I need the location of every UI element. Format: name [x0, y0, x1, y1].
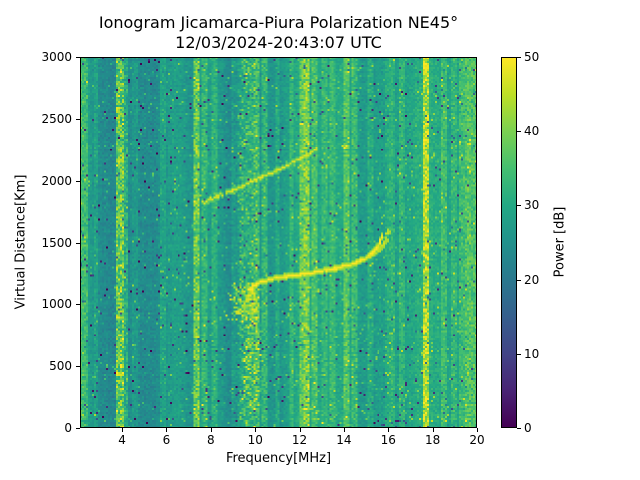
x-tick-mark — [122, 428, 124, 432]
x-tick-mark — [210, 428, 212, 432]
chart-subtitle: 12/03/2024-20:43:07 UTC — [175, 33, 382, 52]
y-tick-mark — [76, 118, 80, 120]
x-tick-label: 4 — [118, 433, 126, 447]
y-tick-label: 0 — [64, 421, 72, 435]
x-tick-mark — [255, 428, 257, 432]
x-tick-label: 6 — [162, 433, 171, 447]
colorbar-tick-label: 10 — [524, 346, 540, 361]
x-tick-mark — [299, 428, 301, 432]
colorbar-tick-label: 30 — [524, 198, 540, 213]
colorbar-tick-mark — [517, 131, 521, 133]
y-tick-mark — [76, 180, 80, 182]
x-axis-label: Frequency[MHz] — [225, 451, 332, 466]
colorbar-tick-label: 20 — [524, 272, 540, 287]
y-tick-mark — [76, 242, 80, 244]
x-tick-mark — [166, 428, 168, 432]
colorbar-gradient — [501, 57, 517, 428]
colorbar-tick-label: 40 — [524, 124, 540, 139]
y-tick-mark — [76, 57, 80, 58]
colorbar-tick-mark — [517, 279, 521, 281]
y-tick-label: 2000 — [41, 173, 72, 188]
y-tick-label: 2500 — [41, 111, 72, 126]
x-tick-mark — [432, 428, 434, 432]
colorbar-tick-mark — [517, 353, 521, 355]
y-axis-label: Virtual Distance[Km] — [13, 174, 29, 310]
x-tick-mark — [477, 428, 478, 432]
x-tick-label: 16 — [380, 433, 396, 447]
colorbar-tick-label: 50 — [524, 50, 540, 64]
y-tick-label: 1500 — [41, 235, 72, 250]
x-tick-label: 14 — [336, 433, 352, 447]
y-tick-label: 1000 — [41, 297, 72, 312]
y-tick-label: 3000 — [41, 50, 72, 64]
x-tick-label: 10 — [247, 433, 263, 447]
x-tick-mark — [388, 428, 390, 432]
x-tick-label: 12 — [291, 433, 308, 447]
colorbar-label: Power [dB] — [552, 206, 568, 278]
y-tick-mark — [76, 366, 80, 368]
colorbar-tick-label: 0 — [524, 421, 532, 435]
colorbar-tick-mark — [517, 205, 521, 207]
y-tick-mark — [76, 304, 80, 306]
colorbar-tick-mark — [517, 428, 521, 429]
x-tick-mark — [343, 428, 345, 432]
y-tick-label: 500 — [49, 359, 72, 374]
x-tick-label: 20 — [469, 433, 485, 447]
colorbar-tick-mark — [517, 57, 521, 58]
x-tick-label: 8 — [207, 433, 215, 447]
x-tick-label: 18 — [425, 433, 441, 447]
y-tick-mark — [76, 428, 80, 429]
chart-title: Ionogram Jicamarca-Piura Polarization NE… — [98, 13, 459, 32]
ionogram-heatmap — [80, 57, 477, 428]
